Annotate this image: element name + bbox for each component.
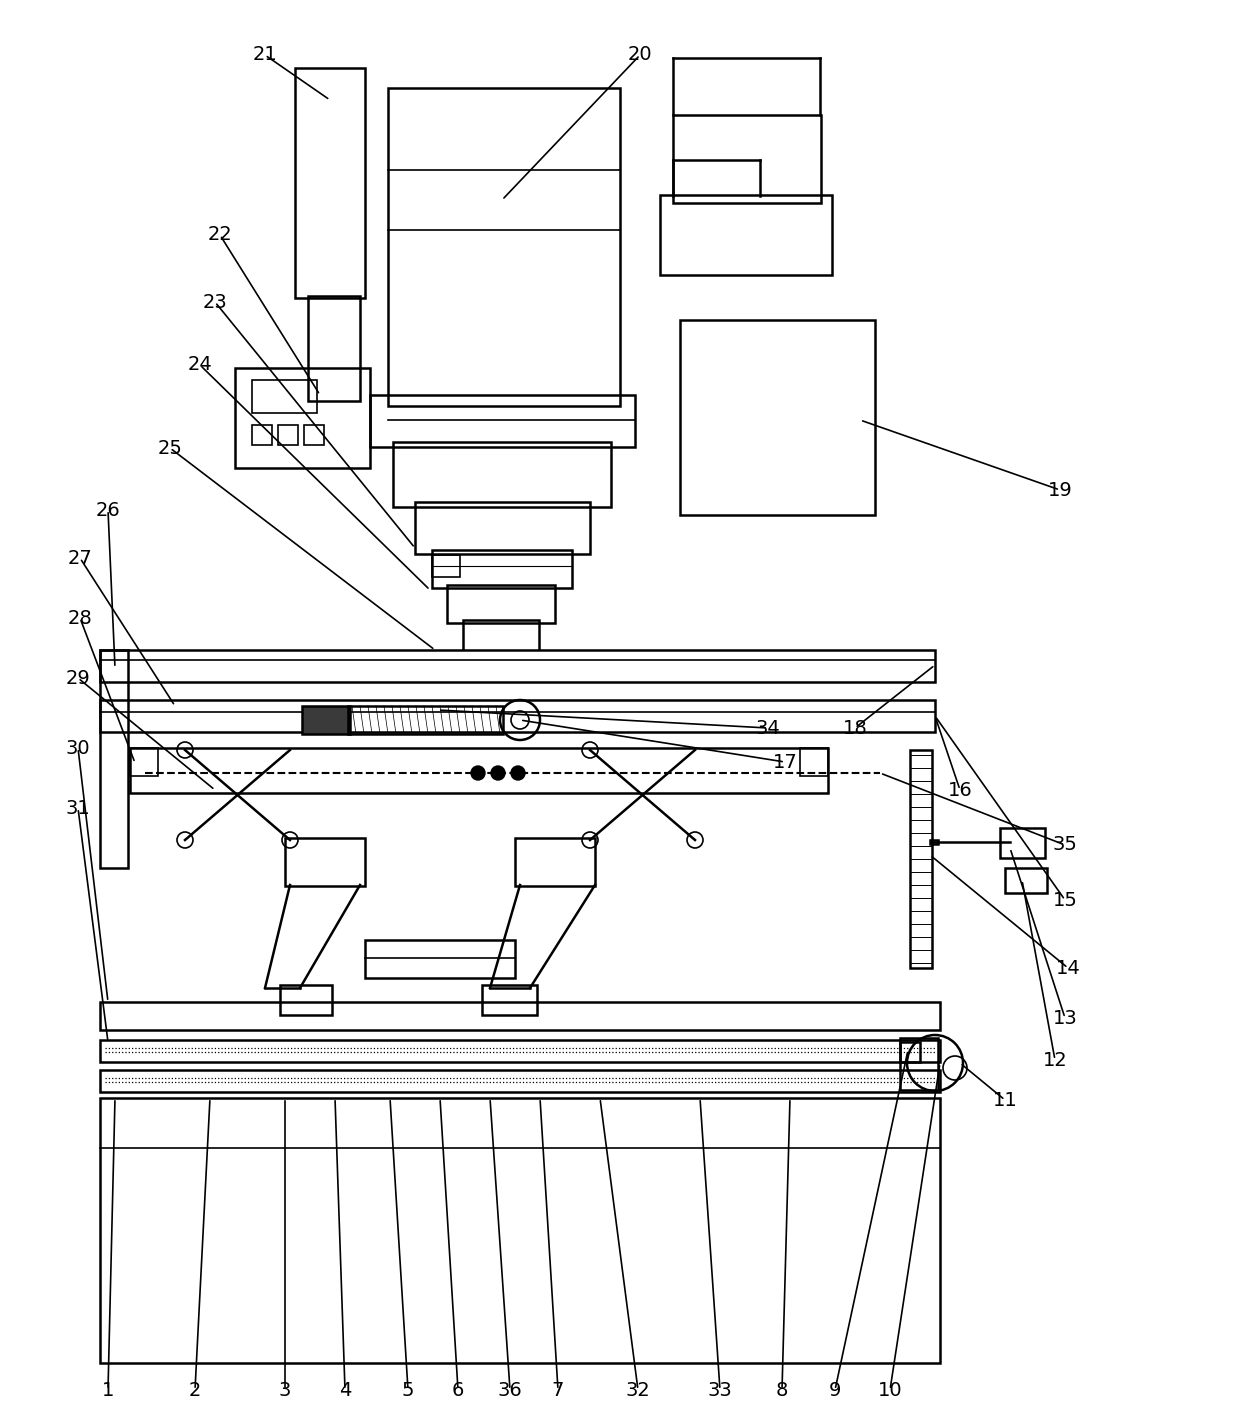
Text: 21: 21	[253, 45, 278, 65]
Bar	[673, 116, 821, 203]
Text: 30: 30	[66, 738, 91, 758]
Bar	[252, 426, 272, 445]
Text: 31: 31	[66, 799, 91, 817]
Circle shape	[491, 766, 505, 781]
Bar	[285, 838, 365, 886]
Text: 35: 35	[1053, 836, 1078, 854]
Bar	[295, 68, 365, 297]
Bar	[130, 748, 157, 776]
Text: 23: 23	[202, 293, 227, 311]
Text: 1: 1	[102, 1381, 114, 1399]
Text: 7: 7	[552, 1381, 564, 1399]
Bar	[308, 296, 360, 402]
Bar	[100, 1098, 940, 1363]
Bar	[900, 1043, 920, 1062]
Bar	[100, 650, 935, 682]
Text: 28: 28	[68, 609, 92, 627]
Bar	[365, 940, 515, 978]
Bar	[482, 985, 537, 1014]
Bar	[100, 1040, 940, 1062]
Text: 19: 19	[1048, 480, 1073, 500]
Text: 29: 29	[66, 668, 91, 688]
Bar	[910, 750, 932, 968]
Text: 10: 10	[878, 1381, 903, 1399]
Text: 27: 27	[68, 548, 92, 568]
Text: 18: 18	[843, 719, 867, 737]
Text: 14: 14	[1055, 958, 1080, 978]
Text: 9: 9	[828, 1381, 841, 1399]
Bar	[100, 1069, 940, 1092]
Bar	[660, 194, 832, 275]
Bar	[388, 87, 620, 406]
Text: 36: 36	[497, 1381, 522, 1399]
Bar	[393, 442, 611, 507]
Bar	[800, 748, 828, 776]
Text: 6: 6	[451, 1381, 464, 1399]
Text: 12: 12	[1043, 1051, 1068, 1069]
Bar	[348, 706, 503, 734]
Text: 26: 26	[95, 500, 120, 520]
Circle shape	[471, 766, 485, 781]
Bar	[463, 620, 539, 652]
Text: 20: 20	[627, 45, 652, 65]
Text: 5: 5	[402, 1381, 414, 1399]
Bar	[100, 700, 935, 733]
Bar	[930, 840, 937, 844]
Text: 24: 24	[187, 355, 212, 375]
Text: 13: 13	[1053, 1009, 1078, 1027]
Bar	[236, 368, 370, 468]
Bar	[432, 555, 460, 578]
Text: 25: 25	[157, 438, 182, 458]
Bar	[100, 650, 128, 868]
Text: 2: 2	[188, 1381, 201, 1399]
Bar	[370, 395, 635, 447]
Text: 32: 32	[626, 1381, 650, 1399]
Circle shape	[511, 766, 525, 781]
Text: 33: 33	[708, 1381, 733, 1399]
Bar	[415, 502, 590, 554]
Bar	[252, 380, 317, 413]
Bar	[303, 706, 350, 734]
Bar	[515, 838, 595, 886]
Text: 34: 34	[755, 719, 780, 737]
Bar	[100, 1002, 940, 1030]
Text: 15: 15	[1053, 890, 1078, 909]
Bar	[432, 550, 572, 588]
Bar	[999, 828, 1045, 858]
Bar	[304, 426, 324, 445]
Bar	[446, 585, 556, 623]
Text: 8: 8	[776, 1381, 789, 1399]
Bar	[280, 985, 332, 1014]
Bar	[130, 748, 828, 793]
Text: 17: 17	[773, 752, 797, 772]
Bar	[900, 1038, 937, 1091]
Bar	[680, 320, 875, 516]
Text: 11: 11	[993, 1091, 1017, 1109]
Text: 22: 22	[207, 225, 232, 245]
Bar	[278, 426, 298, 445]
Text: 3: 3	[279, 1381, 291, 1399]
Bar	[1004, 868, 1047, 893]
Text: 4: 4	[339, 1381, 351, 1399]
Text: 16: 16	[947, 781, 972, 799]
